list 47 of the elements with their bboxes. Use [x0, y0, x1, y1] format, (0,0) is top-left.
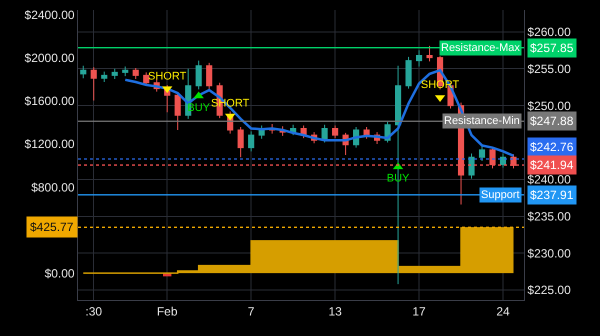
- x-tick-label: 13: [328, 304, 342, 318]
- candlestick: [101, 71, 108, 82]
- candlestick: [174, 92, 181, 130]
- text: $257.85: [530, 41, 574, 55]
- text: $237.91: [530, 188, 574, 202]
- text: $241.94: [530, 158, 574, 172]
- candlestick: [468, 153, 475, 180]
- candlestick: [143, 72, 150, 86]
- x-tick-label: Feb: [156, 304, 178, 318]
- y2-tick-label: $230.00: [527, 246, 572, 260]
- y2-tick-label: $250.00: [527, 98, 572, 113]
- y-tick-label: $0.00: [44, 266, 75, 280]
- y2-tick-label: $255.00: [527, 62, 572, 76]
- ref-line-label: Resistance-Max: [441, 42, 520, 54]
- y-tick-label: $800.00: [31, 180, 75, 194]
- candlestick: [405, 56, 412, 90]
- x-tick-label: 24: [496, 304, 510, 318]
- ref-line-label: Resistance-Min: [444, 115, 520, 127]
- y-tick-label: $2400.00: [24, 8, 75, 22]
- text: $247.88: [530, 114, 574, 128]
- y2-tick-label: $240.00: [527, 172, 572, 187]
- candlestick: [196, 60, 202, 90]
- candlestick: [80, 65, 86, 79]
- y2-tick-label: $235.00: [527, 209, 572, 224]
- ref-line-label: Support: [481, 189, 520, 201]
- candlestick: [90, 66, 97, 101]
- y-tick-label: $1200.00: [24, 137, 75, 152]
- candlestick: [206, 62, 212, 90]
- text: $242.76: [530, 140, 574, 154]
- candlestick: [132, 67, 139, 80]
- x-tick-label: 7: [248, 304, 255, 318]
- candlestick: [238, 126, 244, 158]
- candlestick: [248, 130, 254, 152]
- candlestick: [112, 68, 118, 80]
- candlestick: [122, 66, 128, 77]
- candlestick: [332, 125, 338, 139]
- ref-line-label: $425.77: [30, 220, 74, 234]
- candlestick: [426, 45, 433, 62]
- x-tick-label: :30: [85, 304, 102, 318]
- y-tick-label: $2000.00: [24, 51, 75, 66]
- y-tick-label: $1600.00: [24, 94, 75, 108]
- y2-tick-label: $260.00: [527, 25, 572, 40]
- series-label: SHORT: [148, 70, 187, 82]
- candlestick: [416, 50, 422, 68]
- y2-tick-label: $225.00: [527, 283, 572, 298]
- candlestick: [478, 146, 486, 162]
- x-tick-label: 17: [412, 304, 426, 318]
